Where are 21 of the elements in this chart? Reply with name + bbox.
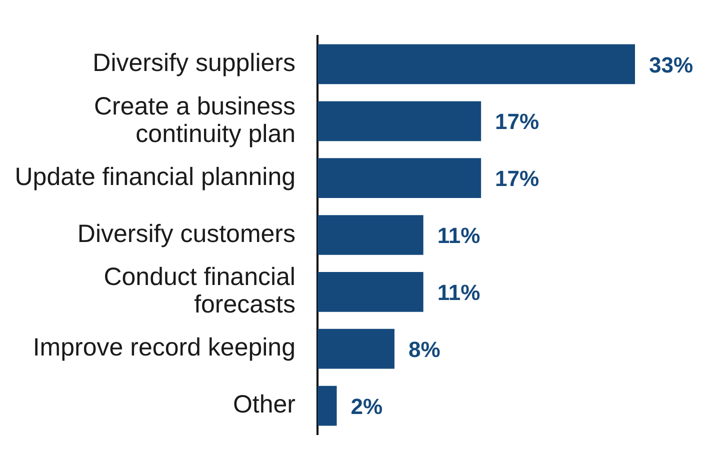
y-tick-label: Improve record keeping [32, 334, 296, 362]
bar [318, 158, 482, 198]
bar [318, 328, 394, 369]
y-tick-label: Update financial planning [14, 162, 296, 191]
y-tick-label: Conduct financial forecasts [104, 263, 296, 319]
bar [318, 215, 424, 255]
bar [318, 386, 337, 426]
data-label: 33% [649, 52, 694, 78]
data-label: 11% [437, 280, 480, 305]
data-label: 17% [495, 109, 540, 134]
y-tick-label: Diversify suppliers [92, 49, 296, 78]
y-tick-label: Other [232, 390, 296, 419]
bar [318, 272, 424, 312]
y-tick-label: Diversify customers [77, 220, 296, 248]
data-label: 17% [495, 166, 540, 192]
bar [318, 44, 635, 84]
data-label: 8% [408, 336, 440, 362]
bar [318, 101, 482, 142]
y-tick-label: Create a business continuity plan [94, 92, 296, 148]
data-label: 11% [437, 223, 480, 248]
data-label: 2% [350, 394, 383, 419]
